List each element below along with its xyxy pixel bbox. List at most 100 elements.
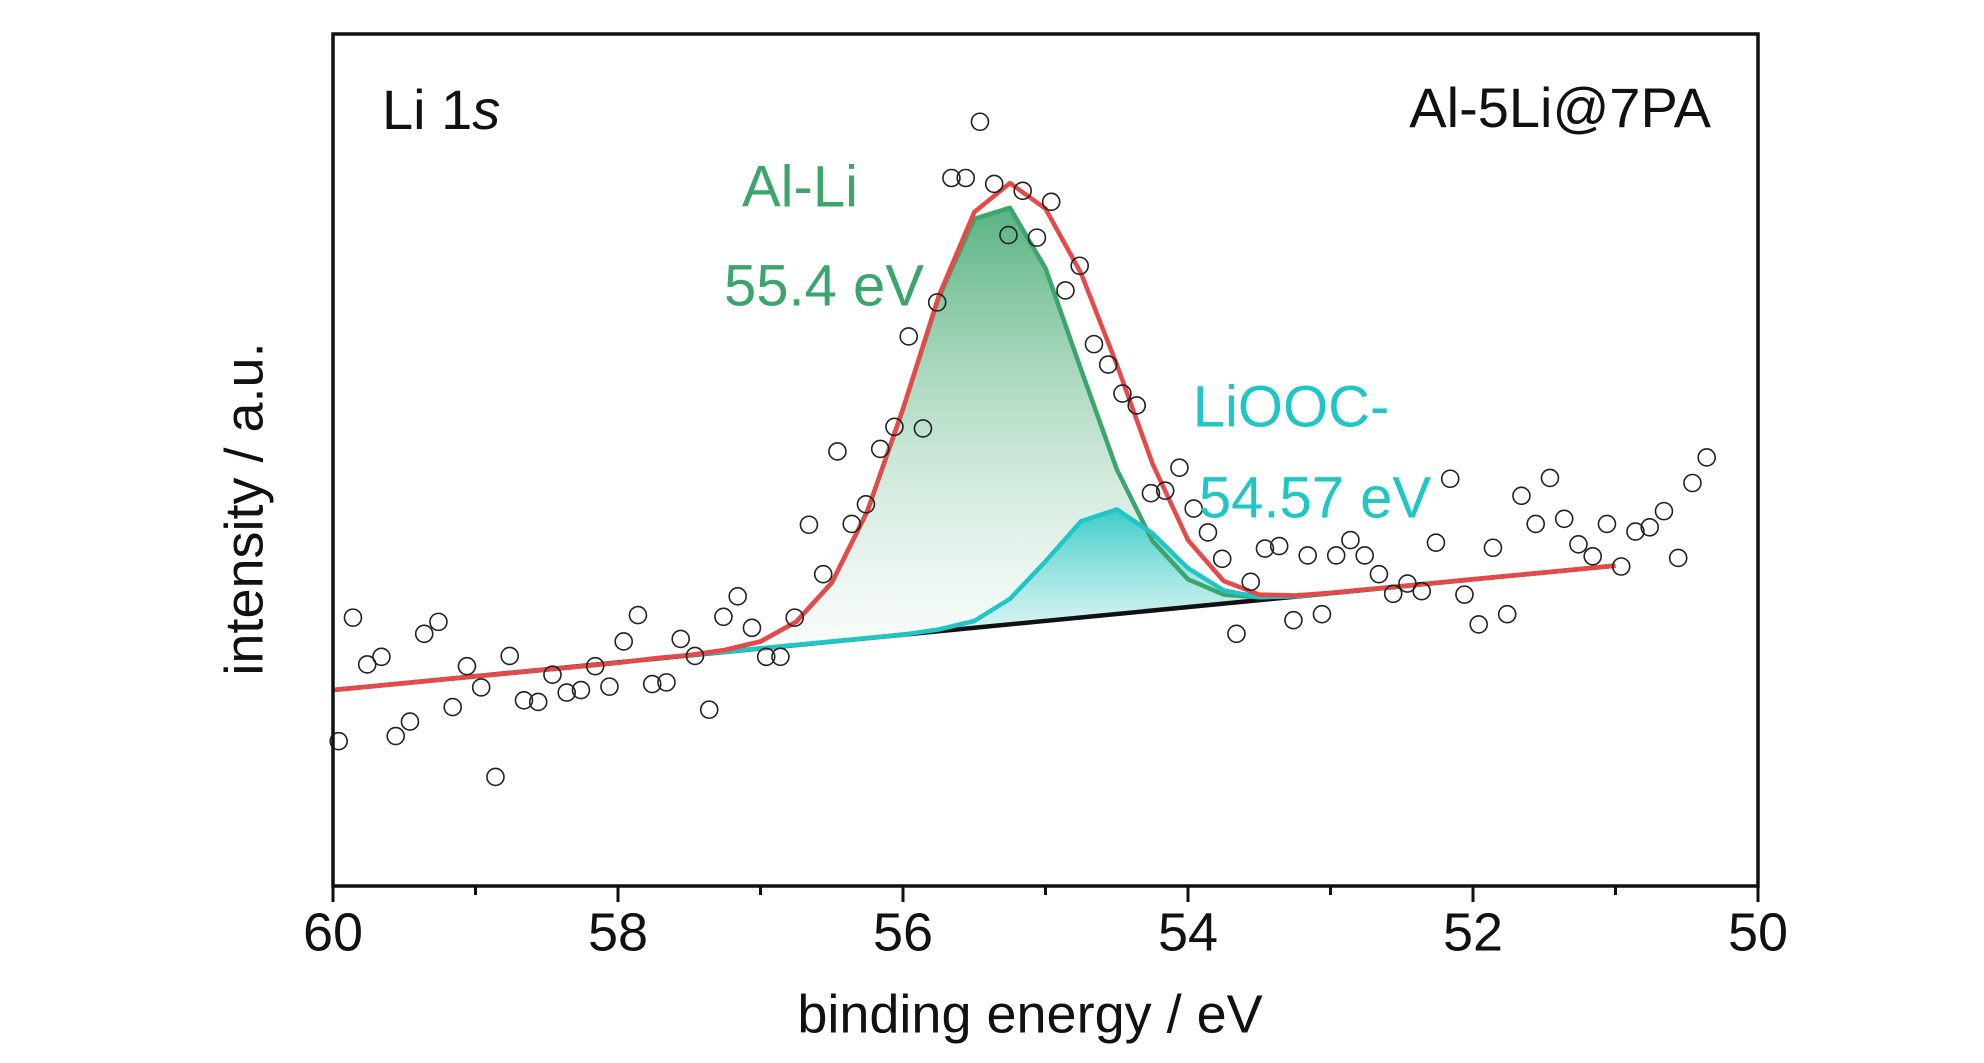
data-point [913, 419, 933, 438]
data-point [885, 417, 904, 437]
data-point [1127, 396, 1146, 415]
data-point [842, 514, 862, 534]
data-point [1355, 546, 1374, 565]
data-point [1341, 530, 1360, 550]
data-point [942, 168, 961, 188]
data-point [1155, 481, 1175, 500]
data-point [714, 607, 733, 627]
peak-annotation: 55.4 eV [724, 253, 924, 318]
data-point [927, 293, 947, 312]
data-point [1440, 469, 1460, 489]
data-point [671, 629, 691, 649]
data-point [1398, 574, 1417, 593]
data-point [742, 618, 762, 638]
data-point [813, 564, 833, 584]
data-point [1170, 458, 1189, 477]
data-point [1640, 518, 1659, 537]
data-point [870, 439, 890, 459]
data-point [1084, 334, 1104, 354]
panel-label-text: Li 1 [382, 78, 472, 141]
data-point [1141, 483, 1161, 503]
data-point [1326, 546, 1346, 565]
peak-annotation: 54.57 eV [1199, 465, 1432, 530]
x-tick-label: 58 [588, 902, 648, 962]
data-point [785, 608, 805, 627]
data-point [1312, 604, 1332, 624]
data-point [1512, 486, 1531, 506]
data-point [1540, 468, 1560, 488]
data-point [600, 677, 619, 696]
data-point [557, 683, 577, 702]
data-point [1455, 585, 1474, 604]
data-point [400, 712, 420, 731]
data-point [1554, 509, 1574, 529]
data-point [1526, 514, 1545, 534]
data-point [329, 731, 349, 751]
data-point [614, 632, 634, 651]
data-point [372, 647, 391, 667]
data-point [414, 624, 434, 644]
data-point [343, 608, 363, 627]
data-point [1683, 473, 1702, 493]
data-point [799, 515, 819, 535]
data-point [457, 656, 477, 676]
data-point [1483, 538, 1503, 558]
data-point [486, 767, 505, 787]
data-point [429, 612, 448, 632]
data-point [1269, 536, 1289, 556]
data-point [1241, 572, 1260, 592]
data-point [528, 692, 548, 712]
data-point [571, 680, 591, 700]
data-point [628, 605, 648, 625]
data-point [1113, 384, 1132, 403]
data-point [657, 673, 676, 692]
data-point [984, 174, 1004, 194]
data-point [1227, 624, 1246, 644]
data-point [1056, 281, 1075, 300]
data-point [828, 442, 847, 461]
x-axis-label: binding energy / eV [797, 984, 1262, 1044]
peak-annotation: Al-Li [742, 154, 858, 219]
data-point [1041, 192, 1061, 212]
data-point [1369, 564, 1389, 584]
data-point [685, 646, 705, 666]
sample-label: Al-5Li@7PA [1409, 76, 1711, 139]
data-point [500, 646, 520, 666]
data-point [1013, 181, 1033, 201]
data-point [1255, 539, 1275, 558]
data-point [756, 647, 776, 667]
x-tick-label: 50 [1728, 902, 1788, 962]
data-point [970, 112, 990, 132]
data-point [1469, 615, 1488, 634]
data-point [956, 168, 976, 188]
data-point [1583, 546, 1602, 566]
plot-frame [331, 32, 1760, 888]
data-point [1654, 501, 1674, 521]
data-point [585, 656, 605, 676]
data-point [1426, 533, 1446, 552]
data-point [699, 700, 719, 719]
data-point [1284, 610, 1303, 630]
data-point [1412, 581, 1431, 601]
data-point [1611, 557, 1631, 576]
data-point [471, 678, 491, 697]
data-point [1626, 522, 1645, 541]
data-point [1569, 535, 1588, 554]
data-point [999, 225, 1018, 245]
data-point [642, 674, 662, 694]
peak-fill [333, 207, 1616, 691]
data-point [386, 726, 406, 746]
x-tick-label: 54 [1158, 902, 1218, 962]
y-axis-label: intensity / a.u. [214, 342, 274, 675]
data-point [1212, 549, 1232, 569]
data-point [1027, 228, 1047, 247]
data-point [514, 690, 534, 710]
data-point [1597, 514, 1617, 534]
data-point [1198, 523, 1218, 542]
data-point [771, 647, 790, 667]
data-point [856, 495, 876, 514]
data-point [728, 587, 748, 606]
x-tick-label: 52 [1443, 902, 1503, 962]
x-tick-label: 56 [873, 902, 933, 962]
